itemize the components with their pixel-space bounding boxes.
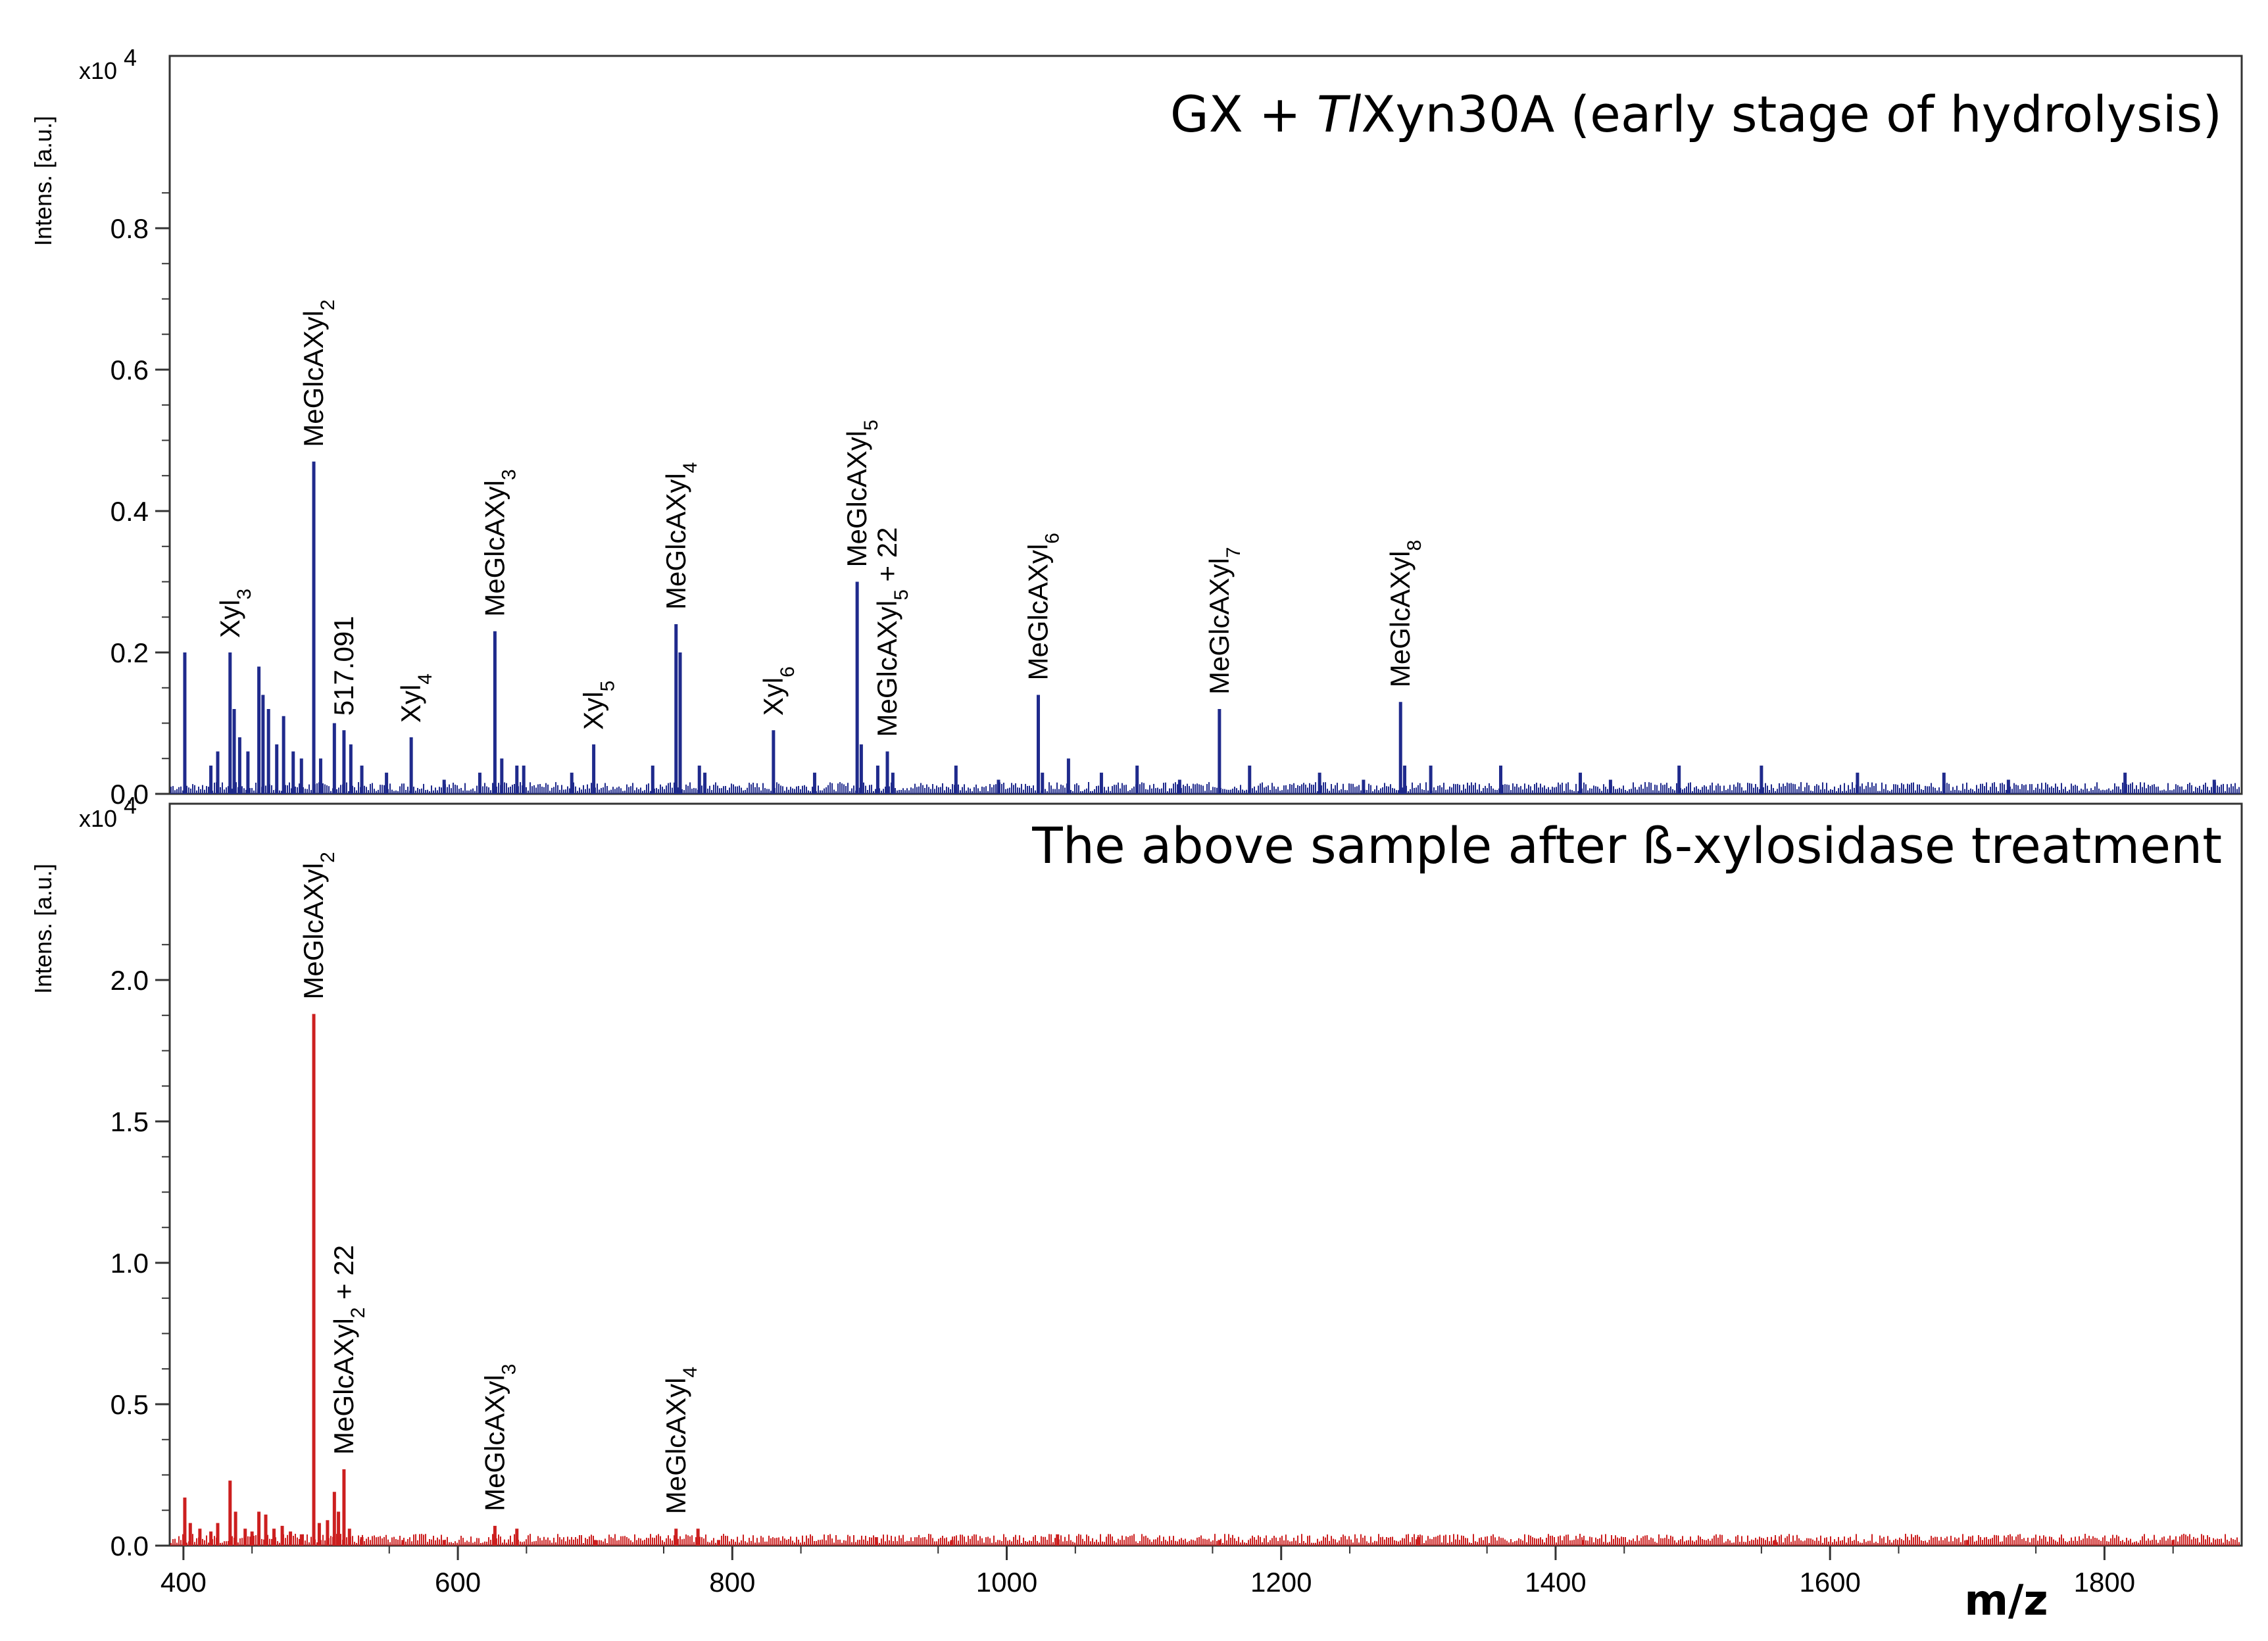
y-multiplier-exponent: 4 (124, 44, 137, 71)
title-part: GX + (1170, 85, 1317, 143)
annotation-part: MeGlcAXyl (1022, 544, 1053, 681)
annotation-part: 3 (498, 1364, 520, 1375)
x-tick-label: 1400 (1525, 1567, 1586, 1598)
annotation-part: MeGlcAXyl (298, 863, 329, 1000)
annotation-part: Xyl (214, 600, 245, 638)
annotation-part: 5 (597, 681, 618, 692)
y-tick-label: 0.2 (111, 637, 149, 668)
annotation-part: 2 (317, 852, 339, 863)
y-tick-label: 0.0 (111, 779, 149, 810)
annotation-part: Xyl (578, 691, 609, 729)
peak-annotation: MeGlcAXyl5 + 22 (872, 527, 912, 737)
annotation-part: MeGlcAXyl (479, 1375, 510, 1511)
y-tick-label: 1.0 (111, 1248, 149, 1279)
peak-annotation: MeGlcAXyl4 (660, 462, 701, 610)
title-part: Xyn30A (early stage of hydrolysis) (1361, 85, 2222, 143)
y-tick-label: 0.5 (111, 1389, 149, 1420)
y-tick-label: 1.5 (111, 1106, 149, 1137)
peak-annotation: Xyl6 (758, 666, 799, 716)
noise-baseline (170, 1534, 2240, 1546)
annotation-part: 4 (414, 674, 436, 685)
x-axis-label: m/z (1964, 1577, 2048, 1625)
annotation-part: MeGlcAXyl (479, 480, 510, 617)
top-panel-title: GX + TlXyn30A (early stage of hydrolysis… (1170, 85, 2222, 143)
peak-annotation: MeGlcAXyl3 (479, 1364, 520, 1511)
annotation-part: 4 (679, 1367, 701, 1378)
annotation-part: 3 (498, 469, 520, 480)
annotation-part: Xyl (758, 677, 789, 716)
annotation-part: MeGlcAXyl (872, 600, 902, 737)
x-tick-label: 600 (435, 1567, 481, 1598)
x-tick-label: 1600 (1799, 1567, 1860, 1598)
annotation-part: MeGlcAXyl (660, 473, 691, 610)
annotation-part: 3 (233, 589, 255, 600)
peak-annotation: 517.091 (328, 616, 359, 716)
peak-annotation: MeGlcAXyl6 (1022, 533, 1063, 680)
annotation-part: MeGlcAXyl (298, 310, 329, 447)
x-tick-label: 800 (709, 1567, 755, 1598)
annotation-part: 6 (776, 666, 798, 677)
peak-annotation: MeGlcAXyl7 (1204, 547, 1245, 695)
annotation-part: MeGlcAXyl (328, 1318, 359, 1455)
annotation-part: 2 (317, 299, 339, 310)
y-tick-label: 0.4 (111, 496, 149, 527)
annotation-part: MeGlcAXyl (660, 1377, 691, 1514)
annotation-part: 4 (679, 462, 701, 474)
annotation-part: 2 (347, 1308, 368, 1319)
annotation-part: Xyl (395, 685, 426, 723)
x-tick-label: 400 (160, 1567, 207, 1598)
bottom-panel-title: The above sample after ß-xylosidase trea… (1031, 816, 2222, 875)
x-tick-label: 1000 (976, 1567, 1037, 1598)
annotation-part: 7 (1222, 547, 1244, 558)
peak-annotation: MeGlcAXyl4 (660, 1367, 701, 1514)
x-tick-label: 1200 (1250, 1567, 1312, 1598)
annotation-part: MeGlcAXyl (841, 431, 872, 568)
annotation-part: + 22 (328, 1245, 359, 1308)
y-axis-label: Intens. [a.u.] (30, 864, 57, 994)
peak-annotation: Xyl5 (578, 681, 619, 730)
peak-annotation: Xyl3 (214, 589, 255, 638)
title-part: Tl (1317, 85, 1362, 143)
peak-annotation: MeGlcAXyl2 (298, 299, 339, 447)
annotation-part: MeGlcAXyl (1204, 558, 1235, 695)
y-tick-label: 0.6 (111, 355, 149, 385)
x-tick-label: 1800 (2074, 1567, 2135, 1598)
y-tick-label: 2.0 (111, 965, 149, 996)
peak-annotation: MeGlcAXyl8 (1385, 540, 1425, 687)
peak-annotation: MeGlcAXyl5 (841, 420, 882, 567)
annotation-part: 6 (1041, 533, 1063, 544)
annotation-part: 5 (891, 589, 912, 600)
y-tick-label: 0.0 (111, 1531, 149, 1561)
annotation-part: 5 (860, 420, 882, 431)
annotation-part: MeGlcAXyl (1385, 551, 1416, 688)
y-multiplier-exponent: 4 (124, 792, 137, 819)
y-tick-label: 0.8 (111, 213, 149, 244)
y-axis-label: Intens. [a.u.] (30, 116, 57, 246)
peak-annotation: MeGlcAXyl3 (479, 469, 520, 616)
annotation-part: 517.091 (328, 616, 359, 716)
peak-annotation: MeGlcAXyl2 + 22 (328, 1245, 369, 1455)
annotation-part: 8 (1404, 540, 1425, 551)
peak-annotation: MeGlcAXyl2 (298, 852, 339, 999)
y-multiplier: x10 (79, 805, 117, 832)
y-multiplier: x10 (79, 57, 117, 84)
peak-annotation: Xyl4 (395, 674, 436, 723)
annotation-part: + 22 (872, 527, 902, 590)
